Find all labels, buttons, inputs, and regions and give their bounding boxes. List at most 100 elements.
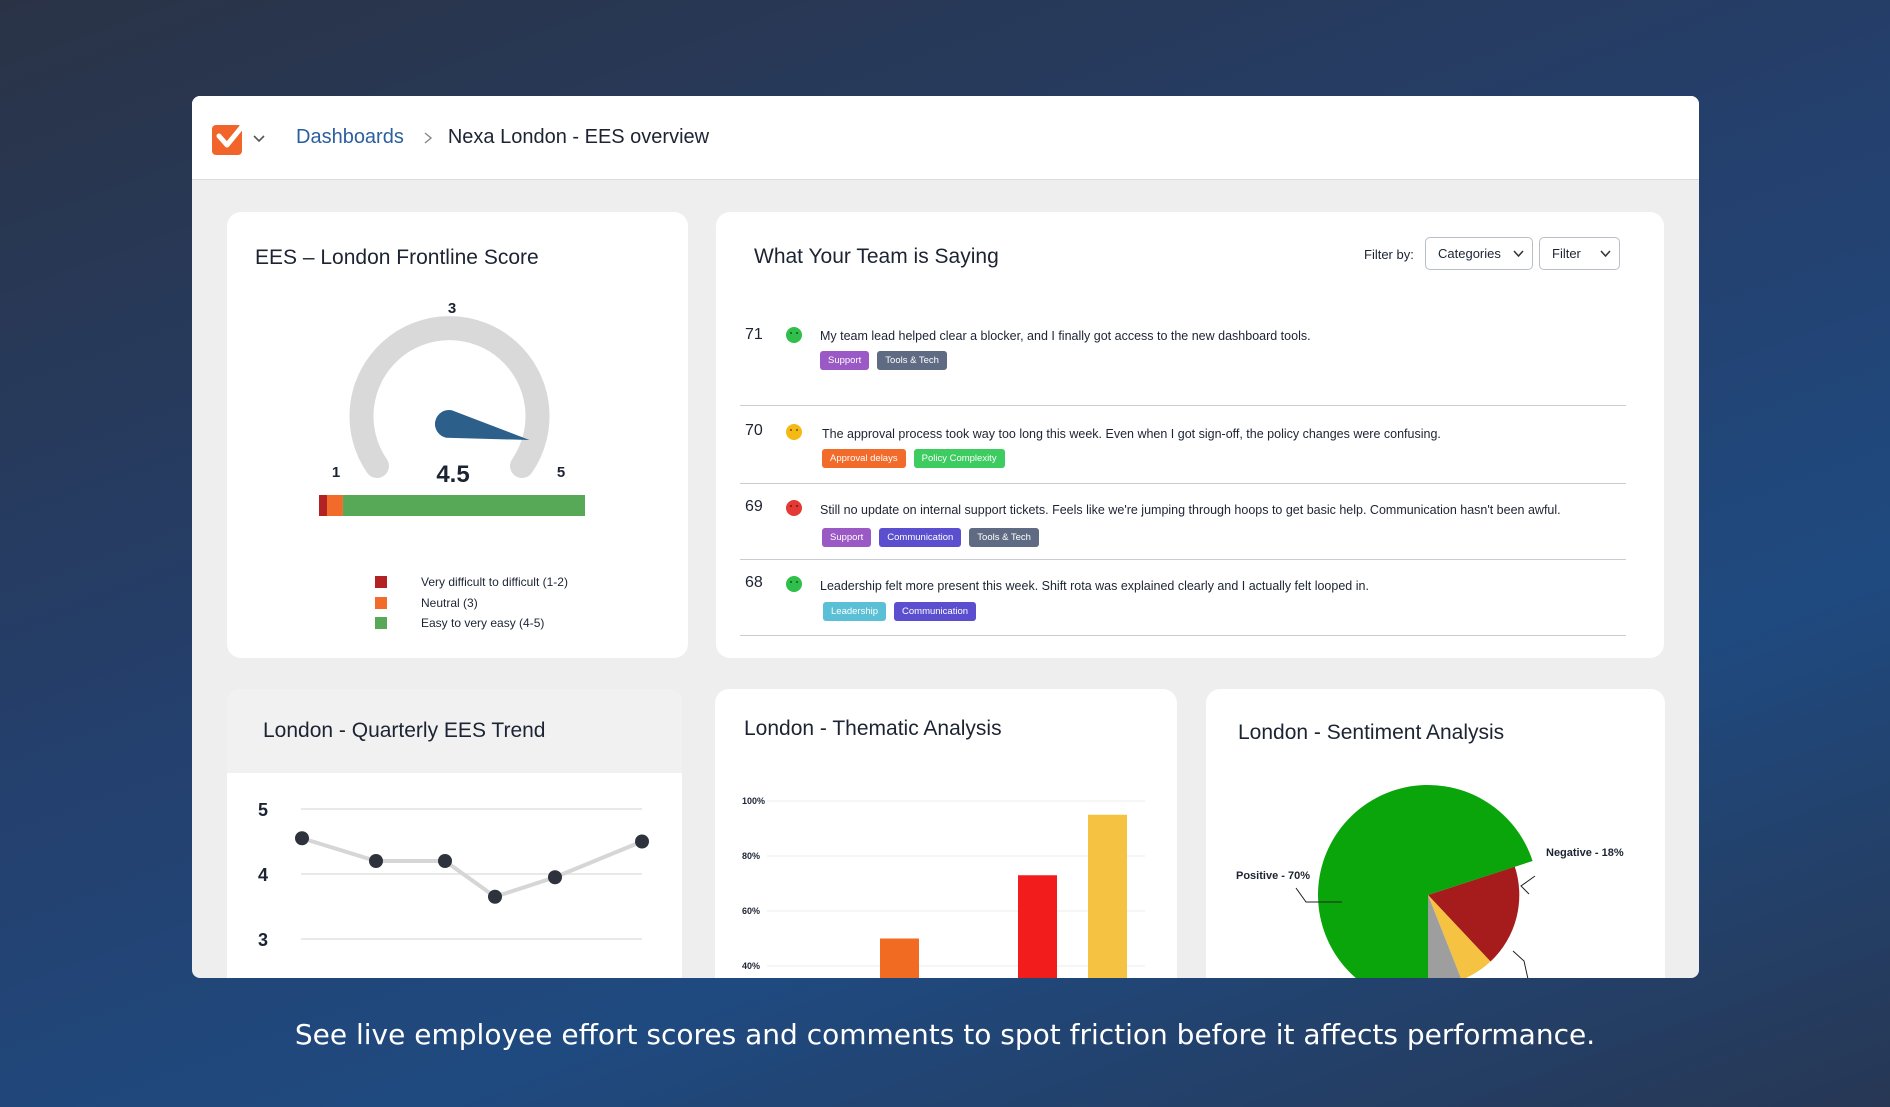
legend-swatch [375, 576, 387, 588]
tag[interactable]: Approval delays [822, 449, 906, 468]
distribution-segment [319, 495, 327, 516]
app-window: Dashboards Nexa London - EES overview EE… [192, 96, 1699, 978]
comment-row[interactable]: 68 Leadership felt more present this wee… [740, 560, 1626, 636]
comment-tags: Support Communication Tools & Tech [822, 528, 1039, 547]
y-tick-label: 5 [258, 800, 268, 820]
score-gauge: 3 1 5 4.5 [319, 300, 585, 516]
comment-row[interactable]: 71 My team lead helped clear a blocker, … [740, 326, 1626, 406]
comment-id: 68 [745, 574, 763, 591]
bar [1018, 875, 1057, 978]
pie-slice [1428, 895, 1491, 978]
breadcrumb-dashboards-link[interactable]: Dashboards [296, 126, 404, 148]
legend-swatch [375, 597, 387, 609]
card-title: London - Thematic Analysis [744, 717, 1002, 740]
chevron-down-icon[interactable] [252, 131, 266, 145]
bar [880, 938, 919, 978]
tag[interactable]: Tools & Tech [877, 351, 947, 370]
trend-point [295, 831, 309, 846]
y-tick-label: 4 [258, 865, 268, 885]
bar [1088, 814, 1127, 978]
tag[interactable]: Tools & Tech [969, 528, 1039, 547]
trend-point [369, 854, 383, 868]
trend-point [438, 854, 452, 868]
comment-row[interactable]: 70 The approval process took way too lon… [740, 406, 1626, 484]
y-tick-label: 100% [742, 796, 765, 806]
pie-slice [1317, 785, 1533, 978]
comment-id: 70 [745, 422, 763, 439]
legend-label: Easy to very easy (4-5) [421, 616, 545, 630]
gauge-score: 4.5 [436, 461, 469, 488]
thematic-analysis-card: London - Thematic Analysis 100% 80% 60% 40% [715, 689, 1177, 978]
positive-sentiment-icon [786, 327, 802, 343]
negative-sentiment-icon [786, 500, 802, 516]
distribution-bar [319, 495, 585, 516]
comment-text: Leadership felt more present this week. … [820, 579, 1369, 593]
filter-label: Filter by: [1364, 247, 1414, 262]
chevron-down-icon [1513, 250, 1524, 258]
neutral-sentiment-icon [786, 424, 802, 440]
comment-row[interactable]: 69 Still no update on internal support t… [740, 484, 1626, 560]
pie-slice [1428, 866, 1520, 962]
pie-label: Positive - 70% [1236, 870, 1310, 882]
pie-slice [1428, 895, 1461, 978]
categories-select-value: Categories [1438, 246, 1501, 261]
comment-tags: Approval delays Policy Complexity [822, 449, 1005, 468]
tag[interactable]: Support [822, 528, 872, 547]
filter-select[interactable]: Filter [1539, 237, 1620, 270]
label-leader-line [1520, 875, 1536, 895]
legend-swatch [375, 617, 387, 629]
pie-label: Negative - 18% [1546, 847, 1624, 859]
thematic-bar-chart: 100% 80% 60% 40% [742, 796, 1145, 978]
comment-text: The approval process took way too long t… [822, 427, 1441, 441]
card-title: What Your Team is Saying [754, 245, 999, 268]
trend-point [548, 870, 562, 885]
legend-item: Neutral (3) [375, 596, 478, 610]
card-title: London - Sentiment Analysis [1238, 721, 1505, 744]
tag[interactable]: Leadership [823, 602, 887, 621]
categories-select[interactable]: Categories [1425, 237, 1533, 270]
gauge-needle [434, 409, 530, 440]
gauge-track [349, 316, 550, 478]
comment-tags: Support Tools & Tech [820, 351, 947, 370]
legend-label: Very difficult to difficult (1-2) [421, 575, 568, 589]
y-tick-label: 40% [742, 961, 760, 971]
chevron-right-icon [424, 131, 432, 144]
tag[interactable]: Communication [894, 602, 977, 621]
team-comments-card: What Your Team is Saying Filter by: Cate… [716, 212, 1664, 658]
trend-point [488, 889, 502, 904]
positive-sentiment-icon [786, 576, 802, 592]
gauge-tick-max: 5 [557, 464, 565, 481]
comment-tags: Leadership Communication [823, 602, 977, 621]
trend-line [301, 836, 643, 899]
trend-point [635, 834, 649, 849]
comment-text: My team lead helped clear a blocker, and… [820, 329, 1311, 343]
legend-item: Easy to very easy (4-5) [375, 616, 544, 630]
comment-id: 71 [745, 326, 763, 343]
comment-id: 69 [745, 498, 763, 515]
quarterly-trend-card: London - Quarterly EES Trend 5 4 3 [227, 689, 682, 978]
card-header [227, 689, 682, 773]
distribution-segment [326, 495, 343, 516]
legend-item: Very difficult to difficult (1-2) [375, 575, 568, 589]
chevron-down-icon [1600, 250, 1611, 258]
filter-select-value: Filter [1552, 246, 1581, 261]
gauge-tick-mid: 3 [448, 300, 456, 317]
marketing-caption: See live employee effort scores and comm… [294, 1018, 1596, 1051]
comment-text: Still no update on internal support tick… [820, 503, 1561, 517]
card-title: EES – London Frontline Score [255, 246, 539, 269]
y-tick-label: 80% [742, 851, 760, 861]
label-leader-line [1512, 950, 1529, 978]
app-logo[interactable] [212, 120, 248, 155]
label-leader-line [1295, 887, 1342, 903]
tag[interactable]: Policy Complexity [913, 449, 1005, 468]
card-title: London - Quarterly EES Trend [263, 719, 546, 742]
gauge-tick-min: 1 [332, 464, 340, 481]
breadcrumb-current-page: Nexa London - EES overview [447, 126, 710, 148]
tag[interactable]: Support [820, 351, 870, 370]
trend-line-chart: 5 4 3 [258, 800, 649, 950]
sentiment-pie-chart: Positive - 70% Negative - 18% [1236, 785, 1624, 978]
sentiment-analysis-card: London - Sentiment Analysis Positive - 7… [1206, 689, 1665, 978]
tag[interactable]: Communication [879, 528, 962, 547]
top-bar: Dashboards Nexa London - EES overview [192, 96, 1699, 180]
legend-label: Neutral (3) [421, 596, 478, 610]
